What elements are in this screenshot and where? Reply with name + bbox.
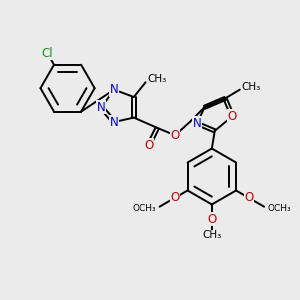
- Text: N: N: [97, 101, 106, 114]
- Text: O: O: [244, 191, 254, 204]
- Text: OCH₃: OCH₃: [133, 204, 157, 213]
- Text: CH₃: CH₃: [241, 82, 260, 92]
- Text: O: O: [170, 191, 179, 204]
- Text: CH₃: CH₃: [147, 74, 166, 84]
- Text: CH₃: CH₃: [202, 230, 221, 240]
- Text: O: O: [170, 129, 180, 142]
- Text: OCH₃: OCH₃: [267, 204, 291, 213]
- Text: N: N: [193, 117, 202, 130]
- Text: O: O: [144, 139, 153, 152]
- Text: O: O: [228, 110, 237, 123]
- Text: N: N: [110, 83, 118, 96]
- Text: N: N: [110, 116, 118, 128]
- Text: O: O: [207, 213, 217, 226]
- Text: Cl: Cl: [42, 47, 53, 60]
